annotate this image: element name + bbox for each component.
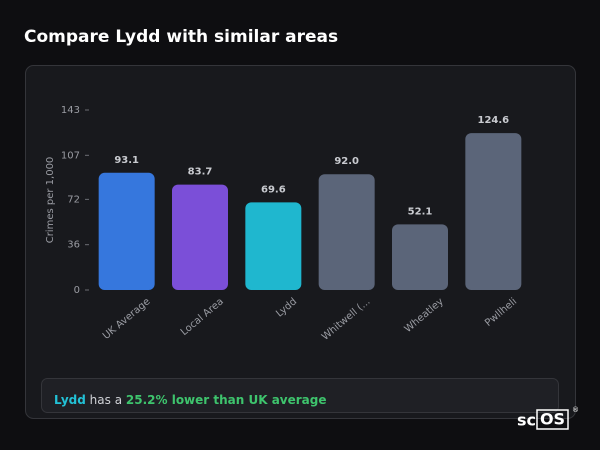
bar [98, 172, 155, 290]
bar [318, 174, 375, 290]
logo-prefix: sc [517, 411, 536, 430]
logo-boxed: OS [540, 410, 565, 429]
summary-highlight: 25.2% lower than UK average [126, 393, 327, 407]
summary-box [41, 378, 559, 413]
y-tick-label: 72 [67, 194, 80, 205]
summary-text: has a [90, 393, 122, 407]
value-label: 52.1 [408, 206, 433, 217]
page-title: Compare Lydd with similar areas [24, 27, 338, 47]
summary-place: Lydd [54, 393, 86, 407]
value-label: 69.6 [261, 184, 286, 195]
bar [392, 224, 448, 290]
y-tick-label: 107 [61, 150, 80, 161]
bar [172, 184, 228, 290]
y-tick-label: 36 [67, 240, 80, 251]
summary: Lydd has a 25.2% lower than UK average [54, 393, 327, 407]
logo-box [536, 409, 569, 430]
value-label: 83.7 [188, 167, 213, 178]
value-label: 92.0 [334, 156, 359, 167]
y-tick-label: 0 [74, 285, 80, 296]
bar [245, 202, 302, 290]
logo-mark: ® [572, 406, 579, 414]
y-axis-label: Crimes per 1,000 [45, 157, 56, 244]
y-tick-label: 143 [61, 105, 80, 116]
bar [465, 133, 522, 290]
value-label: 93.1 [114, 155, 139, 166]
value-label: 124.6 [478, 115, 510, 126]
